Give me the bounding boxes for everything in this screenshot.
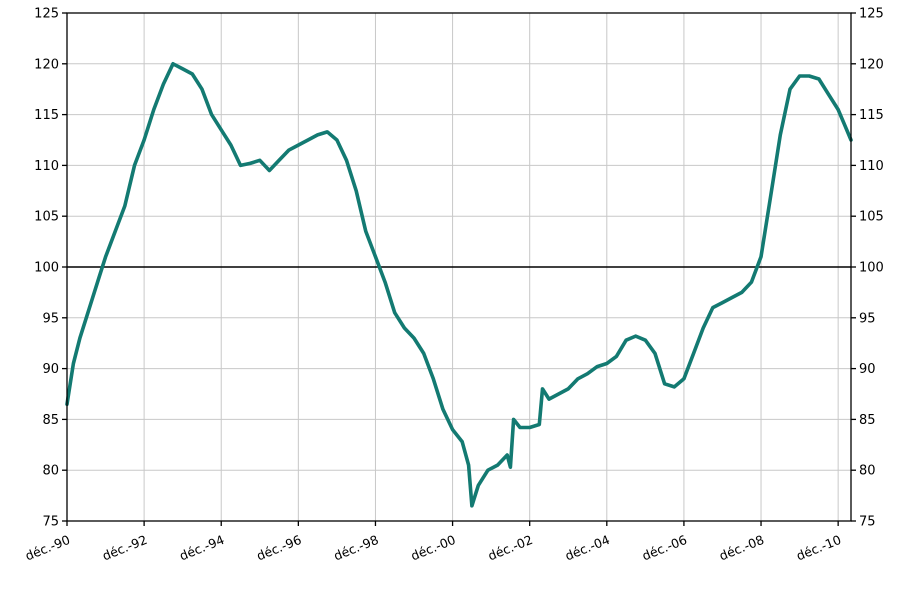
right-y-tick-label: 90	[859, 362, 876, 377]
right-y-tick-label: 100	[859, 261, 884, 276]
left-y-tick-label: 75	[42, 515, 59, 530]
left-y-tick-label: 125	[34, 7, 59, 22]
series-group	[65, 61, 853, 508]
right-y-tick-label: 95	[859, 311, 876, 326]
left-y-tick-label: 90	[42, 362, 59, 377]
x-tick-labels: déc.-90 déc.-92 déc.-94 déc.-96 déc.-98 déc.-…	[23, 532, 843, 563]
left-y-tick-label: 85	[42, 413, 59, 428]
x-tick-label: déc.-06	[640, 532, 689, 563]
x-tick-label: déc.-98	[331, 532, 380, 563]
right-y-tick-label: 80	[859, 464, 876, 479]
x-tick-label: déc.-92	[100, 532, 149, 563]
left-y-tick-label: 105	[34, 210, 59, 225]
left-y-tick-label: 120	[34, 57, 59, 72]
left-y-tick-label: 80	[42, 464, 59, 479]
x-tick-label: déc.-04	[563, 532, 612, 563]
right-y-tick-label: 85	[859, 413, 876, 428]
x-tick-label: déc.-10	[794, 532, 843, 563]
right-y-tick-label: 120	[859, 57, 884, 72]
right-y-tick-label: 75	[859, 515, 876, 530]
x-tick-label: déc.-96	[254, 532, 303, 563]
right-y-tick-label: 115	[859, 108, 884, 123]
series-line-0	[65, 61, 853, 508]
right-y-tick-labels: 75 80 85 90 95 100 105 110 115 120 125	[859, 7, 884, 530]
right-y-tick-label: 105	[859, 210, 884, 225]
x-tick-label: déc.-08	[717, 532, 766, 563]
left-y-tick-label: 115	[34, 108, 59, 123]
right-y-tick-label: 125	[859, 7, 884, 22]
x-tick-label: déc.-00	[409, 532, 458, 563]
x-tick-label: déc.-02	[486, 532, 535, 563]
left-y-tick-label: 95	[42, 311, 59, 326]
left-y-tick-label: 110	[34, 159, 59, 174]
plot-frame	[66, 12, 852, 522]
x-tick-label: déc.-90	[23, 532, 72, 563]
right-y-tick-label: 110	[859, 159, 884, 174]
left-y-tick-label: 100	[34, 261, 59, 276]
left-y-tick-labels: 75 80 85 90 95 100 105 110 115 120 125	[34, 7, 59, 530]
x-tick-label: déc.-94	[177, 532, 226, 563]
axes	[62, 12, 856, 526]
